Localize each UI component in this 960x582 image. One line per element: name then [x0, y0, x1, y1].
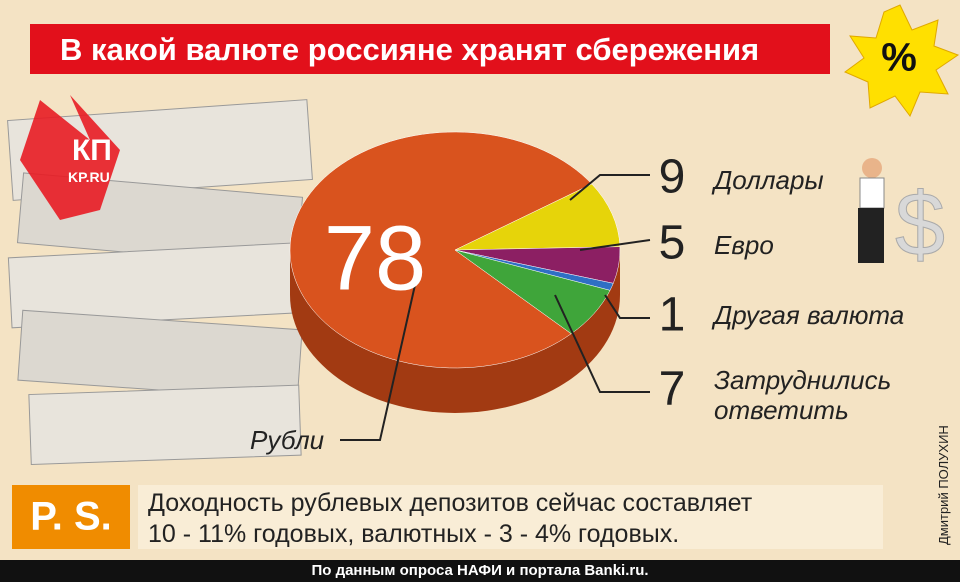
- credit: Дмитрий ПОЛУХИН: [936, 425, 951, 545]
- value-label: 5: [659, 217, 686, 270]
- value-label: 78: [324, 207, 426, 309]
- category-label: Евро: [714, 230, 774, 260]
- chart-title: В какой валюте россияне хранят сбережени…: [60, 32, 759, 67]
- logo-sub: KP.RU: [68, 169, 110, 185]
- value-label: 9: [659, 151, 686, 204]
- logo-main: КП: [72, 134, 112, 167]
- pie-slice: [289, 131, 593, 369]
- businessman: $: [858, 158, 946, 276]
- source: По данным опроса НАФИ и портала Banki.ru…: [311, 562, 648, 579]
- ps-line: Доходность рублевых депозитов сейчас сос…: [148, 489, 753, 517]
- ps-line: 10 - 11% годовых, валютных - 3 - 4% годо…: [148, 520, 680, 548]
- title-bar: [30, 24, 830, 74]
- ps-box: [12, 485, 130, 549]
- ps-text: Доходность рублевых депозитов сейчас сос…: [148, 488, 752, 550]
- leader-lines: [340, 174, 651, 441]
- svg-text:$: $: [895, 175, 945, 275]
- value-label: 7: [659, 363, 686, 416]
- ps-label: P. S.: [30, 495, 112, 539]
- value-label: 1: [659, 289, 686, 342]
- category-label: Затруднились ответить: [714, 365, 892, 425]
- badge-star: [844, 4, 960, 117]
- category-label: Рубли: [250, 425, 325, 455]
- badge: %: [881, 36, 917, 80]
- category-label: Другая валюта: [714, 300, 905, 330]
- pie: [289, 131, 621, 413]
- ps-panel: [138, 485, 883, 549]
- money-stacks: [7, 95, 313, 466]
- category-label: Доллары: [714, 165, 824, 195]
- pie-slice: [454, 249, 611, 335]
- footer-bar: [0, 560, 960, 582]
- pie-slice: [454, 183, 621, 251]
